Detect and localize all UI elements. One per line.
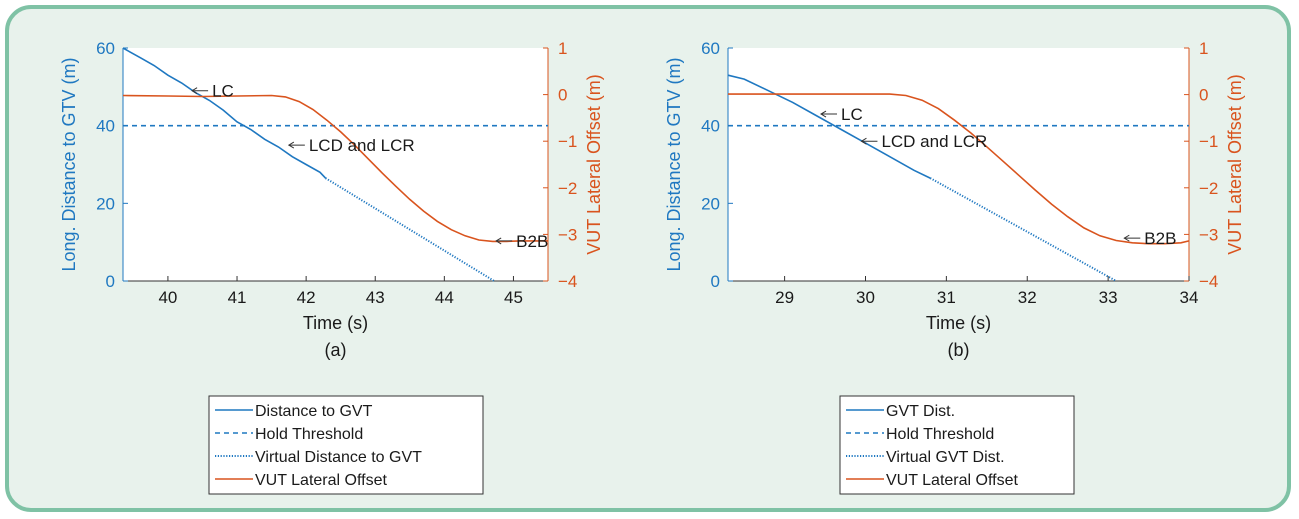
y-left-tick-label: 0	[106, 272, 115, 291]
legend-box	[208, 395, 484, 495]
annotation-label: LCD and LCR	[881, 132, 987, 151]
y-right-axis-label: VUT Lateral Offset (m)	[584, 74, 604, 254]
legend-label: Virtual Distance to GVT	[255, 449, 422, 466]
legend-label: Hold Threshold	[886, 426, 994, 443]
x-tick-label: 41	[228, 288, 247, 307]
y-right-tick-label: 1	[558, 39, 567, 58]
legend-box	[839, 395, 1075, 495]
series-line-2	[324, 177, 495, 282]
y-left-tick-label: 40	[701, 117, 720, 136]
annotation-label: LC	[841, 105, 863, 124]
series-line-0	[727, 74, 931, 179]
y-right-axis-label: VUT Lateral Offset (m)	[1225, 74, 1245, 254]
x-tick-label: 33	[1099, 288, 1118, 307]
annotation-label: LC	[212, 82, 234, 101]
annotation-arrowhead	[860, 137, 867, 145]
annotation-arrowhead	[287, 141, 295, 149]
annotation-arrowhead	[820, 110, 827, 118]
y-right-tick-label: −3	[1199, 225, 1218, 244]
y-left-tick-label: 40	[96, 117, 115, 136]
plot-area	[728, 48, 1189, 281]
y-right-tick-label: 1	[1199, 39, 1208, 58]
legend-label: Distance to GVT	[255, 403, 373, 420]
plot-area	[123, 48, 548, 281]
x-tick-label: 31	[937, 288, 956, 307]
x-tick-label: 29	[775, 288, 794, 307]
legend-label: GVT Dist.	[886, 403, 955, 420]
x-tick-label: 30	[856, 288, 875, 307]
y-left-tick-label: 20	[701, 194, 720, 213]
legend-label: VUT Lateral Offset	[886, 472, 1018, 489]
y-right-tick-label: −2	[1199, 179, 1218, 198]
series-line-2	[929, 177, 1117, 282]
x-tick-label: 32	[1018, 288, 1037, 307]
x-tick-label: 44	[435, 288, 454, 307]
x-axis-label: Time (s)	[926, 313, 991, 333]
y-right-tick-label: 0	[1199, 86, 1208, 105]
x-tick-label: 40	[158, 288, 177, 307]
y-left-tick-label: 20	[96, 194, 115, 213]
y-left-tick-label: 60	[701, 39, 720, 58]
y-right-tick-label: −3	[558, 225, 577, 244]
y-left-tick-label: 0	[711, 272, 720, 291]
annotation-label: B2B	[516, 232, 548, 251]
y-left-axis-label: Long. Distance to GTV (m)	[59, 57, 79, 271]
y-right-tick-label: −2	[558, 179, 577, 198]
annotation-label: LCD and LCR	[309, 136, 415, 155]
series-line-3	[122, 94, 548, 243]
y-right-tick-label: −1	[1199, 132, 1218, 151]
legend-label: Virtual GVT Dist.	[886, 449, 1005, 466]
x-tick-label: 45	[504, 288, 523, 307]
series-line-0	[122, 47, 327, 179]
panel-caption: (b)	[948, 340, 970, 360]
y-right-tick-label: −4	[1199, 272, 1218, 291]
legend-label: Hold Threshold	[255, 426, 363, 443]
chart-panel-1: 29 30 31 32 33 34 0 20 40 60 1 0 −1 −2 −3 −4 Time (s) Lon…	[664, 39, 1245, 495]
panel-caption: (a)	[325, 340, 347, 360]
series-line-3	[728, 93, 1190, 245]
y-left-tick-label: 60	[96, 39, 115, 58]
x-tick-label: 34	[1180, 288, 1199, 307]
y-right-tick-label: 0	[558, 86, 567, 105]
y-right-tick-label: −1	[558, 132, 577, 151]
x-tick-label: 42	[297, 288, 316, 307]
chart-panel-0: 40 41 42 43 44 45 0 20 40 60 1 0 −1 −2 −3 −4 Time (s) Lon…	[59, 39, 604, 495]
annotation-arrowhead	[191, 87, 198, 95]
annotation-arrowhead	[495, 237, 502, 245]
y-right-tick-label: −4	[558, 272, 577, 291]
legend-label: VUT Lateral Offset	[255, 472, 387, 489]
annotation-label: B2B	[1144, 229, 1176, 248]
y-left-axis-label: Long. Distance to GTV (m)	[664, 57, 684, 271]
x-tick-label: 43	[366, 288, 385, 307]
annotation-arrowhead	[1123, 234, 1130, 242]
x-axis-label: Time (s)	[303, 313, 368, 333]
